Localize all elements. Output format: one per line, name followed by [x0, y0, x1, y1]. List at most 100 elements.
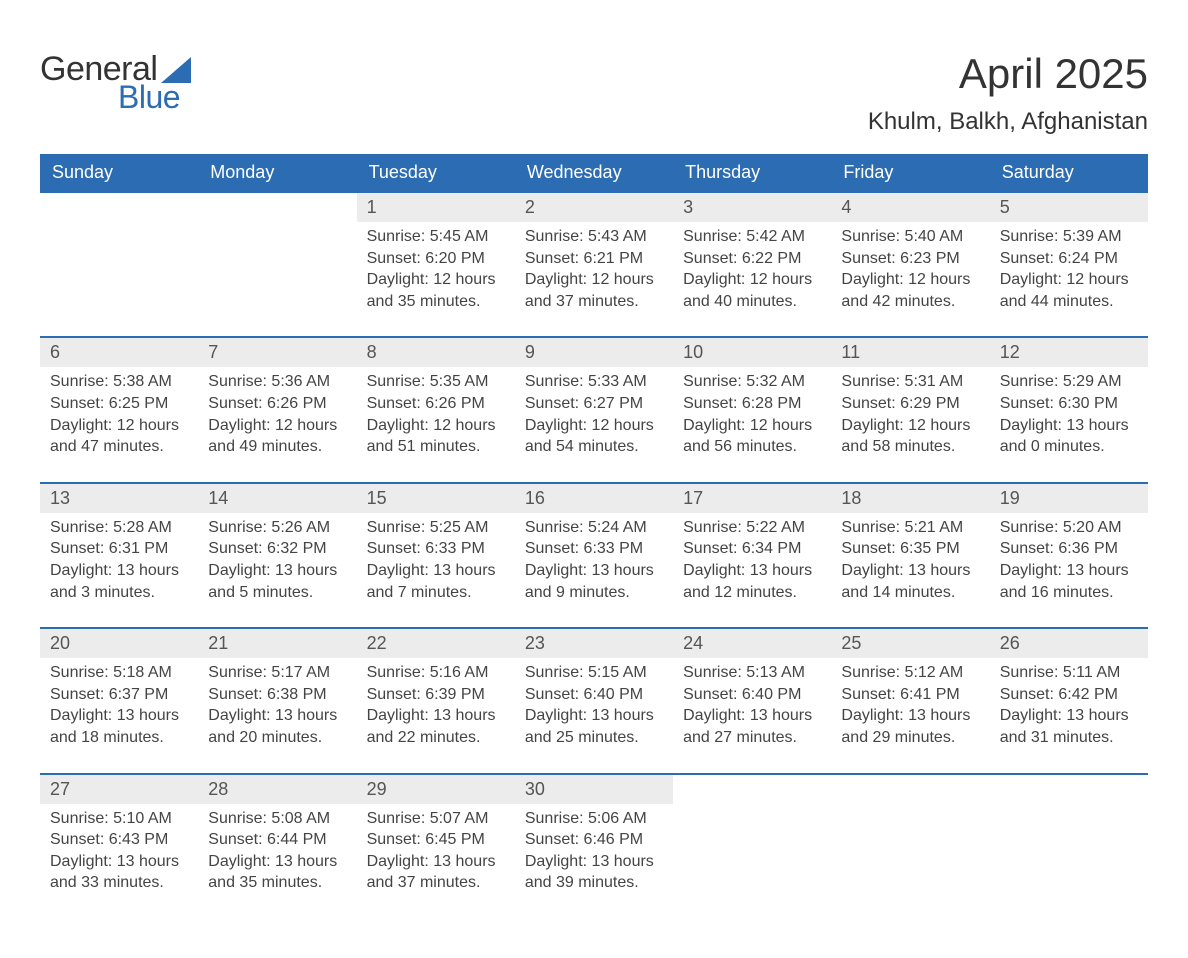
week-detail-row: Sunrise: 5:10 AMSunset: 6:43 PMDaylight:…: [40, 804, 1148, 918]
day-detail-cell: Sunrise: 5:39 AMSunset: 6:24 PMDaylight:…: [990, 222, 1148, 337]
sunset-line: Sunset: 6:39 PM: [367, 684, 505, 706]
day-number-cell: 7: [198, 337, 356, 367]
sunrise-line: Sunrise: 5:36 AM: [208, 371, 346, 393]
daylight-line: Daylight: 13 hours and 18 minutes.: [50, 705, 188, 748]
day-detail-cell: Sunrise: 5:15 AMSunset: 6:40 PMDaylight:…: [515, 658, 673, 773]
daylight-line: Daylight: 13 hours and 31 minutes.: [1000, 705, 1138, 748]
day-number-cell: 16: [515, 483, 673, 513]
daylight-line: Daylight: 13 hours and 20 minutes.: [208, 705, 346, 748]
day-number-cell: 11: [831, 337, 989, 367]
weekday-header: Saturday: [990, 154, 1148, 192]
daylight-line: Daylight: 12 hours and 47 minutes.: [50, 415, 188, 458]
weekday-header: Monday: [198, 154, 356, 192]
daylight-line: Daylight: 13 hours and 16 minutes.: [1000, 560, 1138, 603]
day-number-cell: 21: [198, 628, 356, 658]
daylight-line: Daylight: 13 hours and 14 minutes.: [841, 560, 979, 603]
sunset-line: Sunset: 6:30 PM: [1000, 393, 1138, 415]
day-detail-cell: Sunrise: 5:06 AMSunset: 6:46 PMDaylight:…: [515, 804, 673, 918]
daylight-line: Daylight: 12 hours and 51 minutes.: [367, 415, 505, 458]
daylight-line: Daylight: 12 hours and 58 minutes.: [841, 415, 979, 458]
sunset-line: Sunset: 6:24 PM: [1000, 248, 1138, 270]
day-number-cell: 26: [990, 628, 1148, 658]
day-number-cell: 28: [198, 774, 356, 804]
sunset-line: Sunset: 6:21 PM: [525, 248, 663, 270]
day-number-cell: 6: [40, 337, 198, 367]
sunset-line: Sunset: 6:32 PM: [208, 538, 346, 560]
sunrise-line: Sunrise: 5:24 AM: [525, 517, 663, 539]
day-number-cell: 22: [357, 628, 515, 658]
daylight-line: Daylight: 13 hours and 7 minutes.: [367, 560, 505, 603]
day-number-cell: 27: [40, 774, 198, 804]
day-detail-cell: Sunrise: 5:26 AMSunset: 6:32 PMDaylight:…: [198, 513, 356, 628]
sunset-line: Sunset: 6:31 PM: [50, 538, 188, 560]
day-number-cell: 5: [990, 192, 1148, 222]
sunrise-line: Sunrise: 5:16 AM: [367, 662, 505, 684]
day-detail-cell: Sunrise: 5:32 AMSunset: 6:28 PMDaylight:…: [673, 367, 831, 482]
sunrise-line: Sunrise: 5:12 AM: [841, 662, 979, 684]
daylight-line: Daylight: 12 hours and 49 minutes.: [208, 415, 346, 458]
sunrise-line: Sunrise: 5:20 AM: [1000, 517, 1138, 539]
week-detail-row: Sunrise: 5:28 AMSunset: 6:31 PMDaylight:…: [40, 513, 1148, 628]
sunrise-line: Sunrise: 5:43 AM: [525, 226, 663, 248]
day-number-cell: 4: [831, 192, 989, 222]
sunset-line: Sunset: 6:23 PM: [841, 248, 979, 270]
daylight-line: Daylight: 12 hours and 44 minutes.: [1000, 269, 1138, 312]
daylight-line: Daylight: 13 hours and 0 minutes.: [1000, 415, 1138, 458]
sunrise-line: Sunrise: 5:39 AM: [1000, 226, 1138, 248]
sunrise-line: Sunrise: 5:42 AM: [683, 226, 821, 248]
sunset-line: Sunset: 6:34 PM: [683, 538, 821, 560]
sunset-line: Sunset: 6:26 PM: [208, 393, 346, 415]
sunset-line: Sunset: 6:45 PM: [367, 829, 505, 851]
daylight-line: Daylight: 13 hours and 25 minutes.: [525, 705, 663, 748]
sunrise-line: Sunrise: 5:45 AM: [367, 226, 505, 248]
daylight-line: Daylight: 13 hours and 5 minutes.: [208, 560, 346, 603]
sunset-line: Sunset: 6:25 PM: [50, 393, 188, 415]
day-detail-cell: Sunrise: 5:35 AMSunset: 6:26 PMDaylight:…: [357, 367, 515, 482]
day-number-cell: 23: [515, 628, 673, 658]
daylight-line: Daylight: 13 hours and 3 minutes.: [50, 560, 188, 603]
sunrise-line: Sunrise: 5:17 AM: [208, 662, 346, 684]
sunrise-line: Sunrise: 5:10 AM: [50, 808, 188, 830]
daylight-line: Daylight: 13 hours and 35 minutes.: [208, 851, 346, 894]
day-detail-cell: [990, 804, 1148, 918]
day-detail-cell: Sunrise: 5:20 AMSunset: 6:36 PMDaylight:…: [990, 513, 1148, 628]
daylight-line: Daylight: 13 hours and 39 minutes.: [525, 851, 663, 894]
day-detail-cell: Sunrise: 5:43 AMSunset: 6:21 PMDaylight:…: [515, 222, 673, 337]
day-number-cell: [40, 192, 198, 222]
day-number-cell: 9: [515, 337, 673, 367]
daylight-line: Daylight: 13 hours and 33 minutes.: [50, 851, 188, 894]
day-detail-cell: Sunrise: 5:07 AMSunset: 6:45 PMDaylight:…: [357, 804, 515, 918]
weekday-header: Wednesday: [515, 154, 673, 192]
daylight-line: Daylight: 13 hours and 9 minutes.: [525, 560, 663, 603]
day-detail-cell: Sunrise: 5:36 AMSunset: 6:26 PMDaylight:…: [198, 367, 356, 482]
sunset-line: Sunset: 6:40 PM: [683, 684, 821, 706]
day-number-cell: 30: [515, 774, 673, 804]
daylight-line: Daylight: 12 hours and 56 minutes.: [683, 415, 821, 458]
day-number-cell: 12: [990, 337, 1148, 367]
calendar-body: 12345Sunrise: 5:45 AMSunset: 6:20 PMDayl…: [40, 192, 1148, 918]
daylight-line: Daylight: 12 hours and 40 minutes.: [683, 269, 821, 312]
day-number-cell: 29: [357, 774, 515, 804]
sunrise-line: Sunrise: 5:32 AM: [683, 371, 821, 393]
brand-word-2: Blue: [118, 79, 180, 116]
sunset-line: Sunset: 6:42 PM: [1000, 684, 1138, 706]
page-title: April 2025: [868, 50, 1148, 98]
week-daynum-row: 6789101112: [40, 337, 1148, 367]
day-detail-cell: Sunrise: 5:12 AMSunset: 6:41 PMDaylight:…: [831, 658, 989, 773]
sunrise-line: Sunrise: 5:38 AM: [50, 371, 188, 393]
sunrise-line: Sunrise: 5:13 AM: [683, 662, 821, 684]
day-number-cell: 20: [40, 628, 198, 658]
day-detail-cell: Sunrise: 5:29 AMSunset: 6:30 PMDaylight:…: [990, 367, 1148, 482]
sunset-line: Sunset: 6:29 PM: [841, 393, 979, 415]
sunset-line: Sunset: 6:26 PM: [367, 393, 505, 415]
sunrise-line: Sunrise: 5:35 AM: [367, 371, 505, 393]
daylight-line: Daylight: 13 hours and 27 minutes.: [683, 705, 821, 748]
day-number-cell: 1: [357, 192, 515, 222]
day-number-cell: 19: [990, 483, 1148, 513]
calendar-table: SundayMondayTuesdayWednesdayThursdayFrid…: [40, 154, 1148, 918]
sunset-line: Sunset: 6:40 PM: [525, 684, 663, 706]
day-number-cell: 2: [515, 192, 673, 222]
day-detail-cell: Sunrise: 5:17 AMSunset: 6:38 PMDaylight:…: [198, 658, 356, 773]
sunset-line: Sunset: 6:38 PM: [208, 684, 346, 706]
day-number-cell: 18: [831, 483, 989, 513]
